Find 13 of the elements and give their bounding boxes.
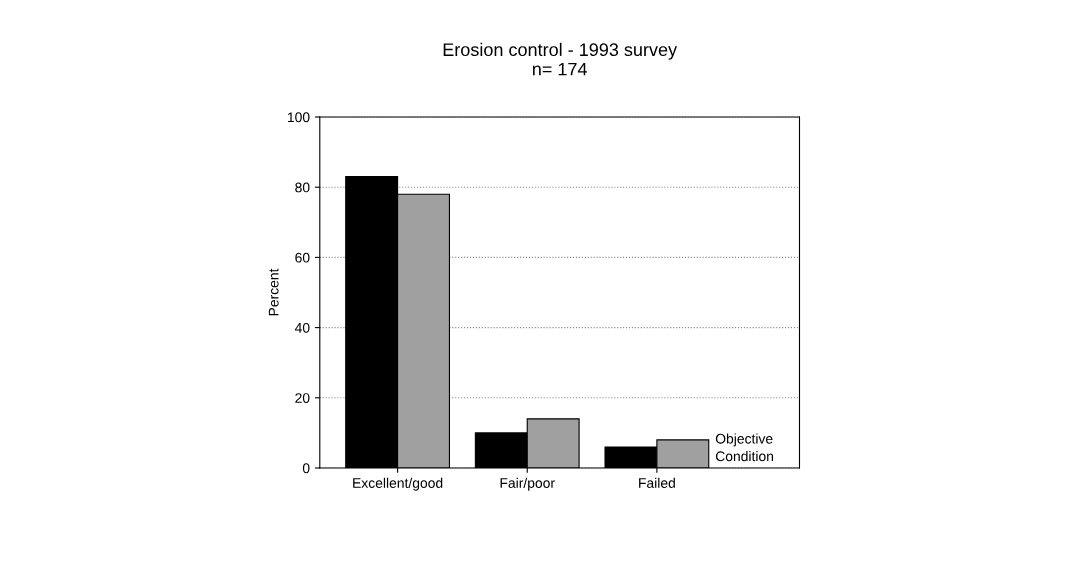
x-tick-label: Fair/poor <box>500 477 555 491</box>
x-tick-label: Failed <box>639 477 675 488</box>
y-axis-title: Percent <box>268 268 279 316</box>
y-tick-label: 0 <box>302 463 310 474</box>
y-tick-label: 100 <box>287 112 310 123</box>
y-tick-label: 20 <box>295 393 310 403</box>
text: Condition <box>715 451 774 462</box>
y-tick-label: 40 <box>294 322 310 333</box>
x-tick-label: Excellent/good <box>353 477 443 491</box>
series-label: Objective <box>715 433 773 447</box>
chart-title: Erosion control - 1993 survey n= 174 <box>443 42 678 76</box>
y-tick-label: 80 <box>295 182 310 193</box>
y-tick-label: 60 <box>295 252 310 263</box>
